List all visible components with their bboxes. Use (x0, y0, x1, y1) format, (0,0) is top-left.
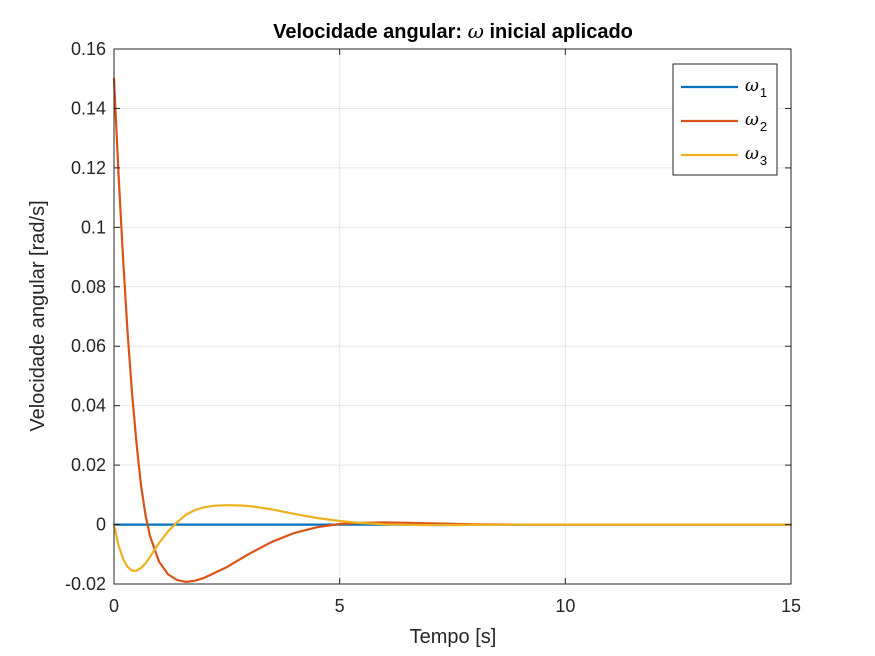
y-tick-label: 0.08 (71, 277, 106, 297)
legend-label-subscript: 2 (760, 119, 767, 134)
y-tick-label: 0.04 (71, 396, 106, 416)
legend-label-symbol: ω (745, 110, 759, 130)
ticks: 0 5 10 15-0.0200.020.040.060.080.10.120.140… (65, 39, 801, 616)
axes-box (113, 48, 792, 585)
y-tick-label: 0.12 (71, 158, 106, 178)
y-axis-label: Velocidade angular [rad/s] (27, 200, 49, 431)
legend-label-subscript: 3 (760, 153, 767, 168)
x-tick-label: 15 (781, 596, 801, 616)
legend-label-symbol: ω (745, 76, 759, 96)
y-tick-label: 0.06 (71, 336, 106, 356)
y-tick-label: 0.14 (71, 98, 106, 118)
chart-title: Velocidade angular: ω inicial aplicado (273, 19, 633, 43)
legend-label-2: ω2 (745, 110, 767, 134)
legend-label-symbol: ω (745, 144, 759, 164)
legend-label-subscript: 1 (760, 85, 767, 100)
x-axis-label: Tempo [s] (410, 626, 497, 648)
chart-title-prefix: Velocidade angular: (273, 21, 468, 43)
series-layer (112, 77, 793, 584)
y-tick-label: 0 (96, 515, 106, 535)
legend-label-3: ω3 (745, 144, 767, 168)
series-line-2 (112, 77, 793, 584)
y-tick-label: 0.1 (81, 217, 106, 237)
x-tick-label: 5 (335, 596, 345, 616)
x-tick-label: 0 (109, 596, 119, 616)
y-tick-label: 0.02 (71, 455, 106, 475)
chart-title-symbol: ω (468, 19, 484, 43)
series-line-3 (112, 504, 793, 572)
legend-label-1: ω1 (745, 76, 767, 100)
x-tick-label: 10 (555, 596, 575, 616)
chart-title-suffix: inicial aplicado (484, 21, 633, 43)
y-tick-label: -0.02 (65, 574, 106, 594)
y-tick-label: 0.16 (71, 39, 106, 59)
legend-box (672, 63, 778, 176)
